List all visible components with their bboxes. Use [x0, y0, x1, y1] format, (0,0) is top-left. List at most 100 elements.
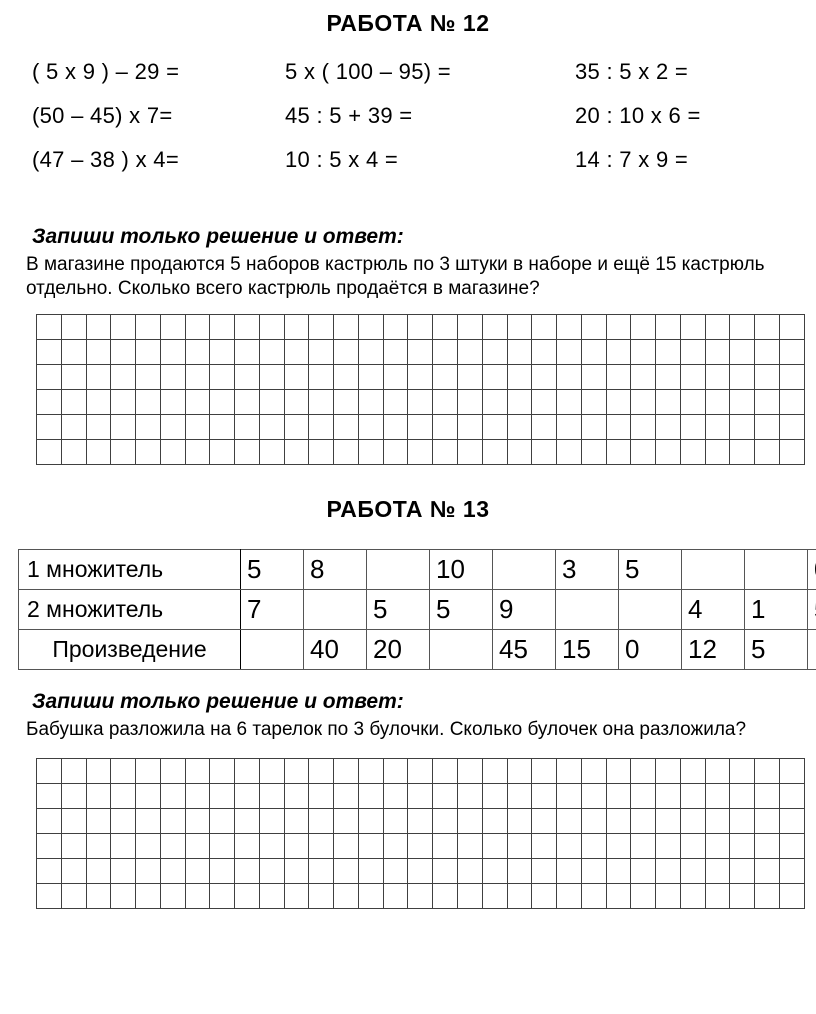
- table-cell-value[interactable]: 5: [429, 588, 493, 630]
- answer-grid-cell[interactable]: [234, 857, 260, 884]
- answer-grid-cell[interactable]: [531, 782, 558, 809]
- answer-grid-cell[interactable]: [60, 882, 87, 909]
- answer-grid-cell[interactable]: [283, 413, 310, 440]
- answer-grid-cell[interactable]: [333, 438, 359, 465]
- answer-grid-cell[interactable]: [258, 882, 285, 909]
- answer-grid-cell[interactable]: [605, 413, 632, 440]
- answer-grid-cell[interactable]: [234, 882, 260, 909]
- answer-grid-cell[interactable]: [630, 438, 657, 465]
- table-cell-value[interactable]: 5: [744, 628, 808, 670]
- answer-grid-cell[interactable]: [754, 882, 780, 909]
- answer-grid-cell[interactable]: [432, 413, 459, 440]
- answer-grid-cell[interactable]: [754, 388, 780, 415]
- answer-grid-cell[interactable]: [679, 807, 706, 834]
- answer-grid-cell[interactable]: [531, 832, 558, 859]
- answer-grid-cell[interactable]: [382, 438, 409, 465]
- answer-grid-cell[interactable]: [704, 807, 731, 834]
- answer-grid-cell[interactable]: [85, 388, 112, 415]
- answer-grid-cell[interactable]: [729, 782, 756, 809]
- answer-grid-cell[interactable]: [432, 857, 459, 884]
- answer-grid-cell[interactable]: [481, 363, 508, 390]
- table-cell-value[interactable]: 0: [807, 548, 816, 590]
- answer-grid-cell[interactable]: [679, 757, 706, 784]
- answer-grid-cell[interactable]: [333, 882, 359, 909]
- answer-grid-cell[interactable]: [308, 413, 335, 440]
- answer-grid-cell[interactable]: [357, 363, 384, 390]
- answer-grid-cell[interactable]: [184, 338, 211, 365]
- answer-grid-cell[interactable]: [630, 338, 657, 365]
- answer-grid-cell[interactable]: [159, 438, 186, 465]
- answer-grid-cell[interactable]: [580, 857, 607, 884]
- answer-grid-cell[interactable]: [110, 832, 137, 859]
- answer-grid-cell[interactable]: [382, 413, 409, 440]
- answer-grid-cell[interactable]: [605, 363, 632, 390]
- answer-grid-cell[interactable]: [85, 832, 112, 859]
- answer-grid-cell[interactable]: [457, 832, 483, 859]
- answer-grid-cell[interactable]: [234, 832, 260, 859]
- answer-grid-cell[interactable]: [778, 757, 806, 784]
- answer-grid-cell[interactable]: [506, 388, 533, 415]
- answer-grid-cell[interactable]: [36, 363, 62, 390]
- answer-grid-cell[interactable]: [506, 882, 533, 909]
- answer-grid-cell[interactable]: [308, 313, 335, 340]
- answer-grid-cell[interactable]: [754, 757, 780, 784]
- table-cell-value[interactable]: 8: [303, 548, 367, 590]
- multiplier-table[interactable]: 1 множитель58103502 множитель7559415Прои…: [18, 548, 816, 670]
- answer-grid-cell[interactable]: [655, 832, 681, 859]
- answer-grid-cell[interactable]: [729, 438, 756, 465]
- answer-grid-cell[interactable]: [283, 388, 310, 415]
- answer-grid-cell[interactable]: [580, 438, 607, 465]
- answer-grid-cell[interactable]: [655, 338, 681, 365]
- answer-grid-cell[interactable]: [209, 338, 236, 365]
- answer-grid-cell[interactable]: [209, 757, 236, 784]
- answer-grid-cell[interactable]: [85, 413, 112, 440]
- answer-grid-cell[interactable]: [556, 438, 582, 465]
- answer-grid-cell[interactable]: [110, 313, 137, 340]
- answer-grid-cell[interactable]: [110, 363, 137, 390]
- answer-grid-cell[interactable]: [159, 782, 186, 809]
- answer-grid-cell[interactable]: [605, 313, 632, 340]
- answer-grid-cell[interactable]: [778, 413, 806, 440]
- answer-grid-cell[interactable]: [655, 413, 681, 440]
- answer-grid-cell[interactable]: [778, 438, 806, 465]
- answer-grid-cell[interactable]: [308, 363, 335, 390]
- answer-grid-cell[interactable]: [308, 857, 335, 884]
- answer-grid-cell[interactable]: [556, 313, 582, 340]
- answer-grid-cell[interactable]: [481, 438, 508, 465]
- answer-grid-cell[interactable]: [36, 882, 62, 909]
- answer-grid-cell[interactable]: [308, 438, 335, 465]
- answer-grid-work-12[interactable]: [36, 313, 806, 465]
- answer-grid-cell[interactable]: [481, 313, 508, 340]
- answer-grid-cell[interactable]: [110, 338, 137, 365]
- answer-grid-cell[interactable]: [258, 782, 285, 809]
- answer-grid-cell[interactable]: [36, 413, 62, 440]
- answer-grid-cell[interactable]: [630, 882, 657, 909]
- answer-grid-cell[interactable]: [556, 388, 582, 415]
- answer-grid-cell[interactable]: [234, 413, 260, 440]
- table-cell-blank[interactable]: [429, 628, 493, 670]
- table-cell-value[interactable]: 15: [555, 628, 619, 670]
- answer-grid-cell[interactable]: [432, 363, 459, 390]
- answer-grid-cell[interactable]: [432, 313, 459, 340]
- answer-grid-cell[interactable]: [407, 807, 434, 834]
- table-cell-value[interactable]: 40: [303, 628, 367, 670]
- answer-grid-cell[interactable]: [679, 782, 706, 809]
- answer-grid-cell[interactable]: [258, 857, 285, 884]
- answer-grid-cell[interactable]: [333, 857, 359, 884]
- answer-grid-cell[interactable]: [778, 857, 806, 884]
- answer-grid-cell[interactable]: [135, 313, 161, 340]
- answer-grid-cell[interactable]: [333, 782, 359, 809]
- answer-grid-cell[interactable]: [85, 782, 112, 809]
- answer-grid-cell[interactable]: [159, 363, 186, 390]
- table-cell-blank[interactable]: [618, 588, 682, 630]
- answer-grid-cell[interactable]: [407, 313, 434, 340]
- answer-grid-cell[interactable]: [630, 782, 657, 809]
- answer-grid-cell[interactable]: [605, 438, 632, 465]
- answer-grid-cell[interactable]: [382, 857, 409, 884]
- answer-grid-cell[interactable]: [729, 338, 756, 365]
- answer-grid-cell[interactable]: [704, 757, 731, 784]
- answer-grid-cell[interactable]: [382, 782, 409, 809]
- table-cell-value[interactable]: 0: [618, 628, 682, 670]
- answer-grid-cell[interactable]: [655, 363, 681, 390]
- answer-grid-cell[interactable]: [704, 782, 731, 809]
